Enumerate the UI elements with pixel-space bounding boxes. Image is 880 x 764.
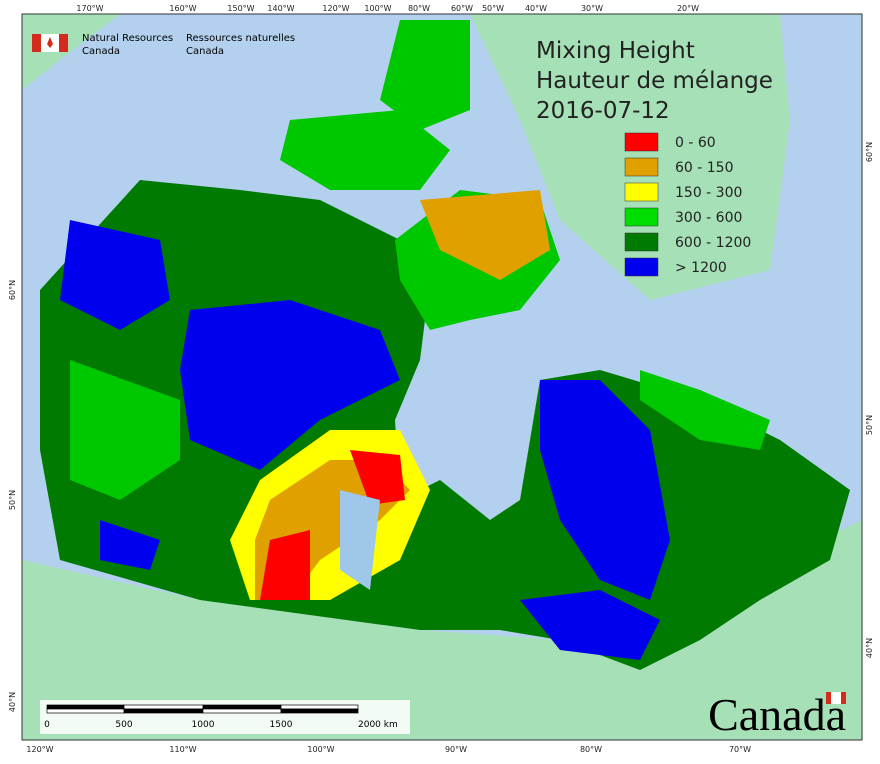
map — [21, 13, 863, 741]
longitude-label: 40°W — [525, 4, 547, 13]
scale-segment — [202, 708, 282, 714]
longitude-label: 100°W — [307, 745, 334, 754]
latitude-label: 50°N — [865, 415, 874, 435]
agency-fr: Canada — [186, 46, 224, 57]
flag-bar — [32, 34, 41, 52]
blob — [540, 380, 670, 600]
latitude-label: 60°N — [865, 142, 874, 162]
latitude-label: 40°N — [865, 638, 874, 658]
blob — [180, 300, 400, 470]
scale-label: 1000 — [192, 720, 215, 730]
agency-en: Natural Resources — [82, 33, 173, 44]
longitude-label: 120°W — [322, 4, 349, 13]
longitude-label: 170°W — [76, 4, 103, 13]
ellesmere — [380, 20, 470, 130]
scale-label: 2000 km — [358, 720, 398, 730]
longitude-label: 50°W — [482, 4, 504, 13]
longitude-label: 60°W — [451, 4, 473, 13]
baffin-low — [420, 190, 550, 280]
maple-leaf — [47, 37, 53, 48]
longitude-label: 120°W — [26, 745, 53, 754]
legend-label: > 1200 — [675, 260, 727, 276]
longitude-label: 30°W — [581, 4, 603, 13]
legend-swatch — [624, 157, 659, 177]
longitude-label: 80°W — [580, 745, 602, 754]
latitude-label: 40°N — [8, 692, 17, 712]
longitude-label: 110°W — [169, 745, 196, 754]
flag-bar — [59, 34, 68, 52]
scale-label: 1500 — [270, 720, 293, 730]
blob — [70, 360, 180, 500]
scale-label: 0 — [44, 720, 50, 730]
legend-swatch — [624, 257, 659, 277]
legend-label: 300 - 600 — [675, 210, 742, 226]
longitude-label: 140°W — [267, 4, 294, 13]
scale-segment — [202, 704, 282, 710]
graticule-labels: 170°W 160°W 150°W 140°W 120°W 100°W 80°W 60°W 50… — [8, 4, 874, 754]
scale-bar: 0 500 1000 1500 2000 km — [40, 700, 410, 734]
longitude-label: 20°W — [677, 4, 699, 13]
latitude-label: 60°N — [8, 280, 17, 300]
blob — [260, 530, 310, 600]
wordmark-flag — [831, 692, 841, 704]
longitude-label: 90°W — [445, 745, 467, 754]
longitude-label: 160°W — [169, 4, 196, 13]
blob — [350, 450, 405, 505]
blob — [520, 590, 660, 660]
usa — [22, 520, 862, 740]
scale-segment — [280, 708, 359, 714]
logo: Natural Resources Canada Ressources natu… — [32, 33, 295, 57]
blob — [100, 520, 160, 570]
longitude-label: 70°W — [729, 745, 751, 754]
longitude-label: 100°W — [364, 4, 391, 13]
agency-en: Canada — [82, 46, 120, 57]
scale-segment — [123, 704, 204, 710]
scale-segment — [46, 704, 125, 710]
scale-segment — [123, 708, 204, 714]
wordmark: Canada — [708, 689, 846, 740]
legend-swatch — [624, 132, 659, 152]
greenland — [470, 14, 790, 300]
alaska — [22, 14, 120, 90]
legend-label: 600 - 1200 — [675, 235, 751, 251]
title: Hauteur de mélange — [536, 68, 773, 94]
title: Mixing Height — [536, 38, 695, 64]
scale-segment — [46, 708, 125, 714]
legend-swatch — [624, 207, 659, 227]
scale-segment — [280, 704, 359, 710]
lake — [340, 490, 380, 590]
legend-swatch — [624, 232, 659, 252]
legend-label: 150 - 300 — [675, 185, 742, 201]
legend: 0 - 60 60 - 150 150 - 300 300 - 600 600 - 12… — [624, 132, 751, 277]
latitude-label: 50°N — [8, 490, 17, 510]
legend-label: 60 - 150 — [675, 160, 734, 176]
arctic-islands — [280, 110, 450, 190]
longitude-label: 150°W — [227, 4, 254, 13]
agency-fr: Ressources naturelles — [186, 33, 295, 44]
scale-label: 500 — [115, 720, 132, 730]
title: 2016-07-12 — [536, 98, 670, 124]
blob — [60, 220, 170, 330]
legend-label: 0 - 60 — [675, 135, 716, 151]
longitude-label: 80°W — [408, 4, 430, 13]
blob — [640, 370, 770, 450]
legend-swatch — [624, 182, 659, 202]
map-frame — [21, 13, 863, 741]
